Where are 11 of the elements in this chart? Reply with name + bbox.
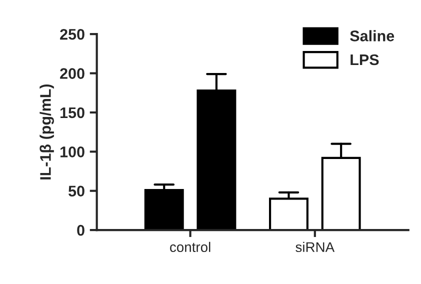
legend-label: Saline <box>350 30 394 42</box>
y-tick-label: 200 <box>60 68 84 79</box>
y-tick-label: 150 <box>60 107 84 118</box>
legend-label: LPS <box>350 54 379 66</box>
x-tick-label: control <box>170 242 210 252</box>
y-tick-label: 250 <box>60 28 84 40</box>
y-tick-label: 50 <box>68 186 84 197</box>
y-tick-label: 100 <box>60 146 84 158</box>
x-tick-label: siRNA <box>296 242 335 252</box>
y-tick-label: 0 <box>77 224 84 236</box>
y-axis-title: IL-1β (pg/mL) <box>40 84 54 180</box>
